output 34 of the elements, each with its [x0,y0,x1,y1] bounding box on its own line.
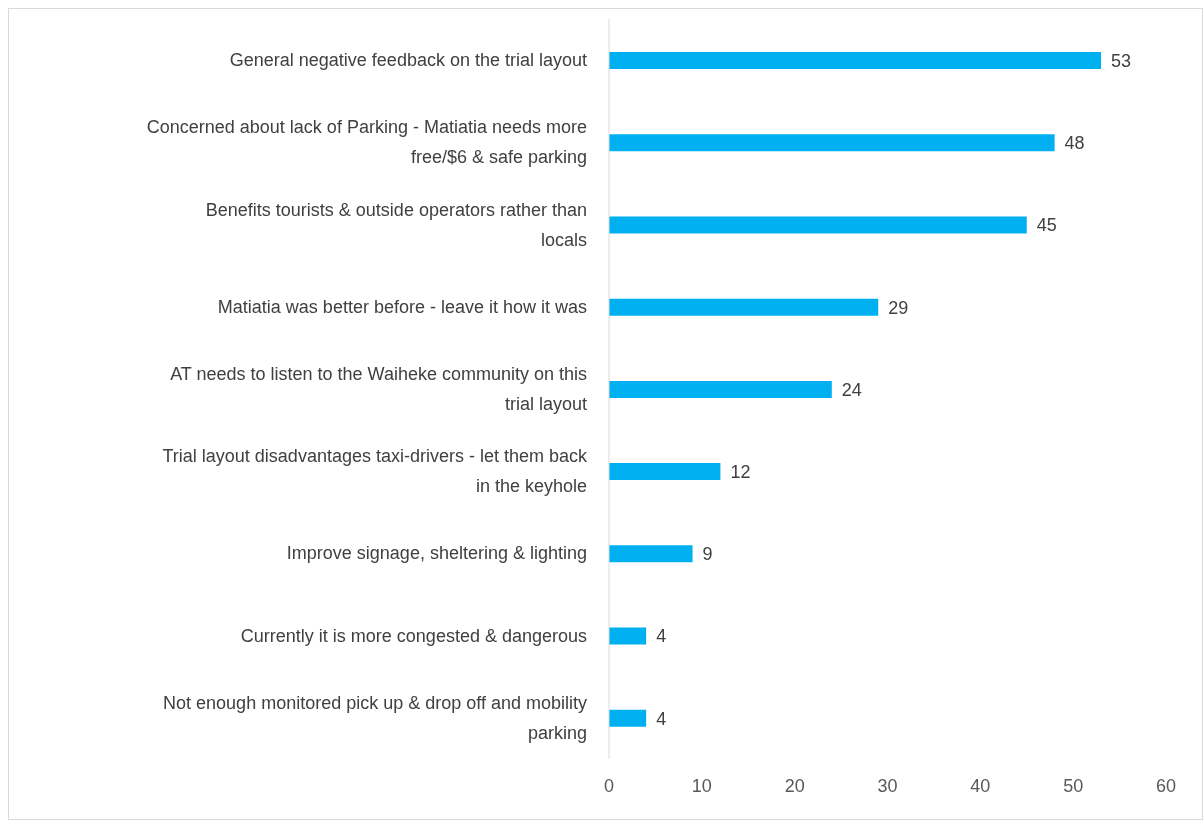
data-label: 12 [730,462,751,482]
x-tick-label: 10 [691,775,712,796]
y-tick-label: Concerned about lack of Parking - Matiatia needs more free/$6 & safe parking [146,117,587,168]
bar [609,298,879,316]
data-label: 9 [702,544,713,565]
bar [609,52,1102,69]
bar [609,463,721,481]
bar [609,134,1055,152]
x-tick-label: 0 [603,775,615,796]
y-tick-label: Benefits tourists & outside operators rather than locals [205,199,587,250]
y-tick-label: Not enough monitored pick up & drop off and mobility parking [163,692,587,743]
data-label: 53 [1111,50,1132,71]
x-tick-label: 30 [877,775,898,796]
y-tick-label: Matiatia was better before - leave it how it was [217,296,587,317]
bar [609,216,1027,234]
x-tick-label: 50 [1063,775,1084,796]
data-label: 48 [1064,133,1085,154]
y-tick-label: General negative feedback on the trial layout [229,50,587,71]
data-label: 4 [656,708,667,729]
y-tick-label: Currently it is more congested & dangerous [240,625,587,646]
x-tick-label: 20 [784,775,805,796]
data-label: 24 [841,379,862,400]
data-label: 45 [1036,215,1057,236]
x-tick-label: 60 [1155,775,1177,796]
x-tick-label: 40 [970,775,991,796]
bar [609,380,832,398]
bar [609,709,647,727]
y-tick-label: AT needs to listen to the Waiheke community on this trial layout [170,364,587,414]
bar [609,627,647,645]
y-tick-label: Trial layout disadvantages taxi-drivers - let them back in the keyhole [162,446,588,497]
y-tick-label: Improve signage, sheltering & lighting [286,543,587,564]
data-label: 4 [656,626,667,647]
bar [609,545,693,563]
data-label: 29 [888,297,909,318]
